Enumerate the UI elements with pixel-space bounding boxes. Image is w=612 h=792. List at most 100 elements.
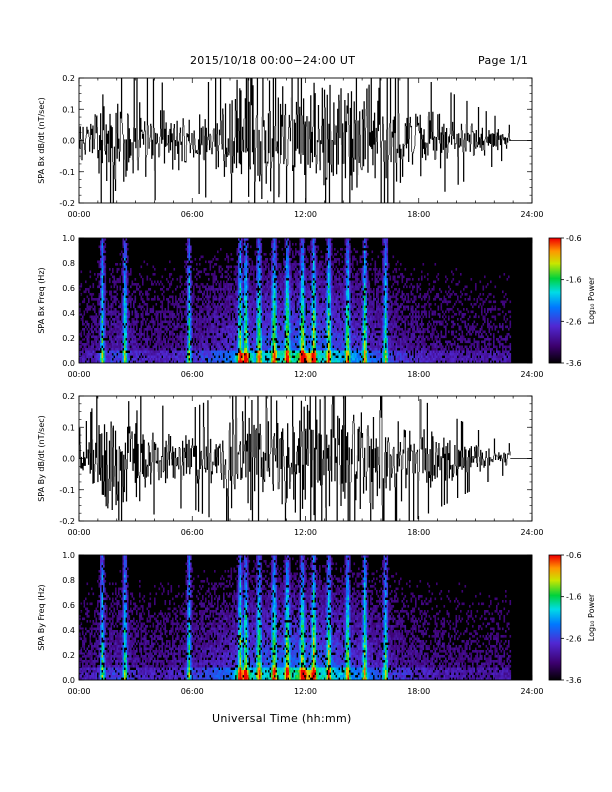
- colorbar-slice: [549, 636, 561, 638]
- y-axis-label: SPA Bx Freq (Hz): [37, 267, 46, 333]
- colorbar-slice: [549, 300, 561, 302]
- colorbar-slice: [549, 331, 561, 333]
- y-tick-label: -0.1: [59, 486, 75, 495]
- colorbar-slice: [549, 328, 561, 330]
- colorbar-slice: [549, 575, 561, 577]
- colorbar-slice: [549, 652, 561, 654]
- y-tick-label: 1.0: [62, 551, 75, 560]
- colorbar-slice: [549, 612, 561, 614]
- colorbar-slice: [549, 608, 561, 610]
- colorbar-slice: [549, 643, 561, 645]
- x-tick-label: 00:00: [67, 528, 90, 537]
- colorbar-slice: [549, 304, 561, 306]
- colorbar-slice: [549, 260, 561, 262]
- colorbar-slice: [549, 322, 561, 324]
- colorbar-slice: [549, 556, 561, 558]
- colorbar-slice: [549, 268, 561, 270]
- colorbar-slice: [549, 282, 561, 284]
- colorbar-slice: [549, 557, 561, 559]
- colorbar-tick-label: -3.6: [566, 359, 582, 368]
- colorbar-slice: [549, 325, 561, 327]
- colorbar-slice: [549, 270, 561, 272]
- colorbar-slice: [549, 349, 561, 351]
- colorbar-slice: [549, 360, 561, 362]
- colorbar-slice: [549, 356, 561, 358]
- y-axis-label: SPA By Freq (Hz): [37, 584, 46, 650]
- colorbar-slice: [549, 267, 561, 269]
- y-tick-label: 0.1: [62, 105, 75, 114]
- colorbar-slice: [549, 264, 561, 266]
- y-tick-label: 1.0: [62, 234, 75, 243]
- colorbar-slice: [549, 565, 561, 567]
- colorbar-slice: [549, 620, 561, 622]
- colorbar-slice: [549, 593, 561, 595]
- colorbar-slice: [549, 315, 561, 317]
- colorbar-slice: [549, 610, 561, 612]
- x-tick-label: 18:00: [407, 687, 430, 696]
- colorbar-slice: [549, 564, 561, 566]
- chart-panel-4: -0.6 -1.6 -2.6 -3.6 Log₁₀ Power 00:00 06:00 12:…: [37, 551, 596, 696]
- colorbar-tick-label: -0.6: [566, 234, 582, 243]
- colorbar-slice: [549, 323, 561, 325]
- colorbar-slice: [549, 655, 561, 657]
- colorbar-slice: [549, 583, 561, 585]
- colorbar-slice: [549, 617, 561, 619]
- colorbar-slice: [549, 337, 561, 339]
- colorbar-slice: [549, 582, 561, 584]
- colorbar-slice: [549, 635, 561, 637]
- colorbar-slice: [549, 245, 561, 247]
- colorbar-slice: [549, 352, 561, 354]
- colorbar-slice: [549, 668, 561, 670]
- timeseries-trace: [79, 396, 511, 521]
- colorbar-slice: [549, 336, 561, 338]
- colorbar-slice: [549, 594, 561, 596]
- colorbar-tick-label: -2.6: [566, 317, 582, 326]
- colorbar-slice: [549, 258, 561, 260]
- colorbar-slice: [549, 667, 561, 669]
- colorbar-slice: [549, 664, 561, 666]
- colorbar-slice: [549, 674, 561, 676]
- colorbar-slice: [549, 603, 561, 605]
- colorbar-slice: [549, 320, 561, 322]
- colorbar-slice: [549, 646, 561, 648]
- page-number: Page 1/1: [478, 54, 529, 67]
- colorbar-slice: [549, 246, 561, 248]
- colorbar-slice: [549, 563, 561, 565]
- colorbar-slice: [549, 601, 561, 603]
- colorbar-slice: [549, 613, 561, 615]
- colorbar-slice: [549, 303, 561, 305]
- colorbar-slice: [549, 294, 561, 296]
- colorbar-slice: [549, 243, 561, 245]
- colorbar-slice: [549, 657, 561, 659]
- colorbar-slice: [549, 602, 561, 604]
- y-tick-label: -0.1: [59, 168, 75, 177]
- colorbar: -0.6 -1.6 -2.6 -3.6 Log₁₀ Power: [548, 551, 596, 685]
- y-tick-label: 0.0: [62, 455, 75, 464]
- colorbar-slice: [549, 279, 561, 281]
- colorbar-slice: [549, 354, 561, 356]
- colorbar-tick-label: -2.6: [566, 634, 582, 643]
- colorbar-slice: [549, 240, 561, 242]
- colorbar-slice: [549, 572, 561, 574]
- x-tick-label: 12:00: [294, 687, 317, 696]
- colorbar-slice: [549, 334, 561, 336]
- x-tick-label: 24:00: [520, 528, 543, 537]
- colorbar-slice: [549, 324, 561, 326]
- colorbar-tick-label: -0.6: [566, 551, 582, 560]
- colorbar-slice: [549, 587, 561, 589]
- colorbar-slice: [549, 297, 561, 299]
- colorbar-slice: [549, 318, 561, 320]
- colorbar-slice: [549, 581, 561, 583]
- colorbar-slice: [549, 579, 561, 581]
- y-tick-label: 0.1: [62, 423, 75, 432]
- colorbar-slice: [549, 663, 561, 665]
- colorbar-slice: [549, 673, 561, 675]
- colorbar-tick-label: -1.6: [566, 593, 582, 602]
- colorbar-slice: [549, 654, 561, 656]
- colorbar-slice: [549, 281, 561, 283]
- colorbar-slice: [549, 675, 561, 677]
- colorbar-slice: [549, 637, 561, 639]
- colorbar-slice: [549, 555, 561, 557]
- x-axis-label: Universal Time (hh:mm): [212, 712, 352, 725]
